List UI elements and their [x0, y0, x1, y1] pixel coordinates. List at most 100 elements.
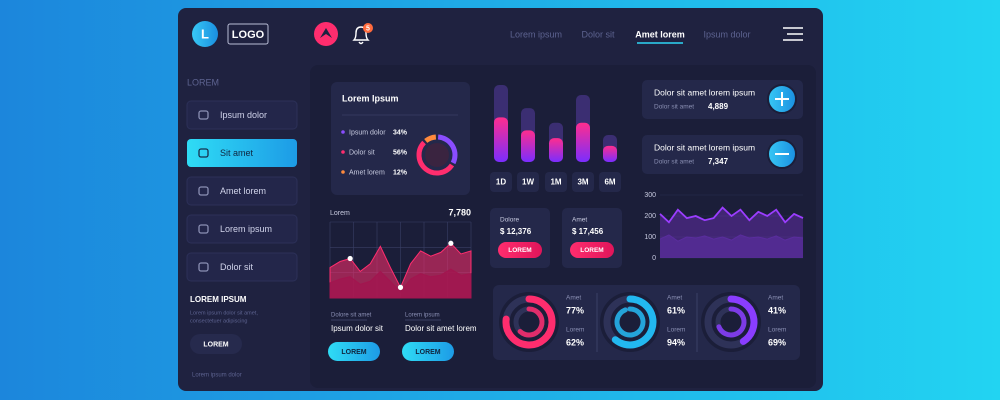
nav-link[interactable]: Lorem ipsum: [510, 29, 562, 39]
menu-icon: [198, 148, 209, 158]
bar: [549, 138, 563, 162]
price-label: Amet: [572, 217, 587, 224]
bar-tab[interactable]: [517, 172, 539, 192]
legend-dot: [341, 130, 345, 134]
donut-segment: [437, 134, 458, 165]
gauge-name: Lorem: [768, 327, 786, 334]
gauge-value: 62%: [566, 337, 584, 347]
info-label: Dolor sit amet: [654, 104, 694, 111]
price-button-label: LOREM: [508, 247, 531, 254]
menu-label: Amet lorem: [220, 186, 266, 196]
bar: [603, 145, 617, 162]
y-tick-label: 0: [652, 255, 656, 262]
legend-name: Dolor sit: [349, 149, 375, 156]
gauge-name: Lorem: [566, 327, 584, 334]
stat-button[interactable]: [328, 342, 380, 361]
stat-caption: Dolore sit amet: [331, 313, 372, 319]
gauge-ring: [517, 306, 545, 338]
bar-category: 6M: [604, 178, 615, 187]
bar-tab[interactable]: [599, 172, 621, 192]
donut-center: [425, 143, 449, 167]
sidebar-heading: LOREM: [187, 77, 219, 87]
gauge-value: 61%: [667, 305, 685, 315]
price-card: [562, 208, 622, 268]
gauge-ring: [716, 306, 747, 338]
info-title: Dolor sit amet lorem ipsum: [654, 87, 755, 97]
menu-icon: [198, 186, 209, 196]
donut-segment: [424, 134, 437, 144]
menu-button[interactable]: [187, 139, 297, 167]
sidebar-button-label: LOREM: [203, 341, 228, 348]
menu-button[interactable]: [186, 176, 298, 206]
info-title: Dolor sit amet lorem ipsum: [654, 142, 755, 152]
area-line: [659, 234, 804, 242]
nav-link[interactable]: Ipsum dolor: [703, 29, 750, 39]
bar-tab[interactable]: [545, 172, 567, 192]
price-amount: $ 12,376: [500, 227, 532, 236]
menu-label: Lorem ipsum: [220, 224, 272, 234]
content: L LOGO 5 Lorem ipsum Dolor sit Amet lorem Ipsu…: [186, 21, 804, 379]
gauge-value: 77%: [566, 305, 584, 315]
logo-badge[interactable]: [192, 21, 218, 47]
logo-letter: L: [201, 26, 209, 41]
legend-value: 12%: [393, 169, 408, 176]
bar-category: 1D: [496, 178, 506, 187]
stat-button-label: LOREM: [415, 349, 440, 356]
logo-box: [227, 23, 269, 45]
menu-icon: [198, 224, 209, 234]
nav-link[interactable]: Amet lorem: [635, 29, 685, 39]
legend-value: 34%: [393, 129, 408, 136]
gauge-name: Amet: [768, 295, 783, 302]
sidebar-section-title: LOREM IPSUM: [190, 295, 247, 304]
menu-label: Ipsum dolor: [220, 110, 267, 120]
y-tick-label: 100: [644, 234, 656, 241]
info-label: Dolor sit amet: [654, 159, 694, 166]
line-area: [329, 268, 472, 299]
price-button[interactable]: [570, 242, 614, 258]
gauge-name: Amet: [667, 295, 682, 302]
line-total: 7,780: [448, 207, 471, 217]
legend-value: 56%: [393, 149, 408, 156]
sidebar-footer: Lorem ipsum dolor: [192, 373, 242, 379]
sidebar-button[interactable]: [190, 334, 242, 354]
nav-link[interactable]: Dolor sit: [581, 29, 615, 39]
menu-button[interactable]: [186, 100, 298, 130]
avatar-icon: [320, 28, 332, 38]
legend-dot: [341, 150, 345, 154]
info-card: [642, 135, 803, 174]
bar-tab[interactable]: [490, 172, 512, 192]
gauge-value: 41%: [768, 305, 786, 315]
price-label: Dolore: [500, 217, 520, 224]
bar: [576, 122, 590, 162]
bar: [494, 117, 508, 162]
price-button[interactable]: [498, 242, 542, 258]
bar-category: 3M: [577, 178, 588, 187]
info-value: 4,889: [708, 102, 729, 111]
gauge-name: Lorem: [667, 327, 685, 334]
donut-segment: [416, 140, 455, 176]
menu-button[interactable]: [186, 214, 298, 244]
legend-name: Ipsum dolor: [349, 129, 386, 136]
stat-button[interactable]: [402, 342, 454, 361]
y-tick-label: 200: [644, 213, 656, 220]
menu-button[interactable]: [186, 252, 298, 282]
legend-dot: [341, 170, 345, 174]
bar-category: 1M: [550, 178, 561, 187]
gauge-ring: [611, 295, 657, 349]
line-title: Lorem: [330, 210, 350, 217]
bell-icon[interactable]: [352, 26, 370, 45]
info-card: [642, 80, 803, 119]
y-tick-label: 300: [644, 192, 656, 199]
stat-label: Dolor sit amet lorem: [405, 324, 477, 333]
bar: [521, 130, 535, 162]
area-fill: [660, 234, 803, 258]
bar-tab[interactable]: [572, 172, 594, 192]
menu-icon: [198, 262, 209, 272]
stat-caption: Lorem ipsum: [405, 313, 440, 319]
notification-count: 5: [366, 25, 370, 32]
bar-category: 1W: [522, 178, 534, 187]
price-amount: $ 17,456: [572, 227, 604, 236]
sidebar-text: Lorem ipsum dolor sit amet,: [190, 310, 258, 316]
gauge-value: 94%: [667, 337, 685, 347]
